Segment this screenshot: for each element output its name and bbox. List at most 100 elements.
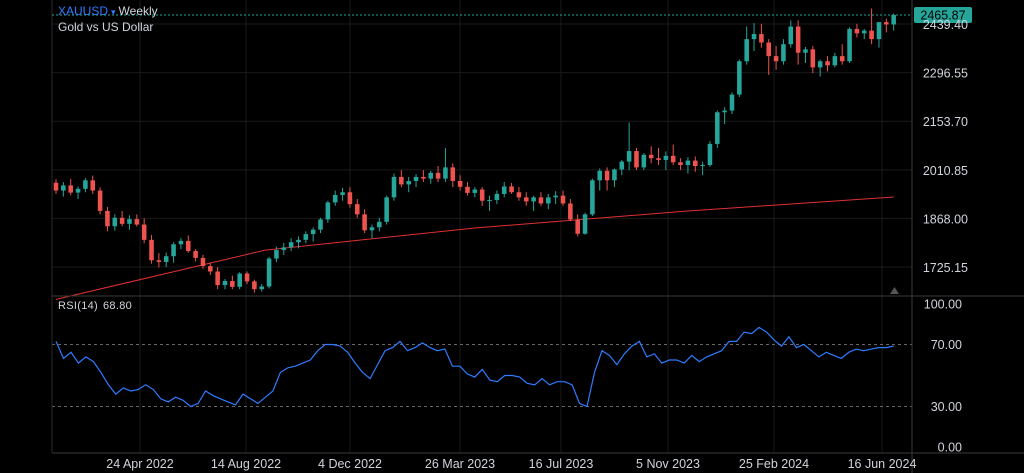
candle-body xyxy=(553,195,558,198)
price-tick-label: 2439.40 xyxy=(923,18,968,32)
candle-body xyxy=(119,217,125,224)
candle-body xyxy=(759,34,764,43)
candle-body xyxy=(61,185,66,191)
candle-body xyxy=(200,257,206,267)
candle-body xyxy=(68,185,73,193)
candle-body xyxy=(171,244,176,257)
price-tick-label: 1868.00 xyxy=(923,212,968,226)
candle-body xyxy=(325,202,331,220)
grid-lines xyxy=(52,0,912,453)
candle-body xyxy=(641,154,647,168)
candle-body xyxy=(891,14,896,25)
candle-body xyxy=(296,239,301,243)
candle-body xyxy=(457,181,463,187)
candle-body xyxy=(516,192,522,198)
candle-body xyxy=(501,186,507,194)
candle-body xyxy=(847,28,852,62)
candle-body xyxy=(332,194,338,203)
candle-body xyxy=(575,219,580,234)
symbol-header[interactable]: XAUUSD ▾ Weekly xyxy=(58,4,158,19)
candle-body xyxy=(766,42,772,57)
symbol-name[interactable]: XAUUSD xyxy=(58,4,109,18)
candle-body xyxy=(619,161,625,170)
rsi-line-path xyxy=(55,326,894,408)
candle-body xyxy=(141,224,147,240)
candle-body xyxy=(648,154,654,159)
candle-body xyxy=(377,221,382,228)
triangle-icon xyxy=(890,287,899,294)
candle-body xyxy=(670,155,676,163)
candle-body xyxy=(803,49,808,53)
candle-body xyxy=(428,172,434,179)
candle-body xyxy=(854,28,860,34)
candle-body xyxy=(435,172,441,179)
candle-body xyxy=(83,180,88,189)
candle-body xyxy=(252,281,257,290)
candle-body xyxy=(568,203,573,220)
candle-body xyxy=(465,186,470,193)
candle-body xyxy=(634,151,639,168)
candle-body xyxy=(884,22,889,25)
ma-line xyxy=(55,196,894,300)
candle-body xyxy=(185,240,191,252)
rsi-tick-label: 100.00 xyxy=(924,298,962,312)
candle-body xyxy=(810,49,816,68)
candle-body xyxy=(707,143,713,166)
rsi-value: 68.80 xyxy=(103,300,133,312)
candle-body xyxy=(391,176,397,198)
candle-body xyxy=(97,190,103,211)
candle-body xyxy=(685,160,691,166)
current-price-badge xyxy=(914,6,972,23)
candle-body xyxy=(729,94,735,111)
candle-body xyxy=(303,234,309,240)
candle-body xyxy=(523,197,529,202)
candle-body xyxy=(494,193,500,201)
candle-body xyxy=(259,286,265,290)
candle-body xyxy=(479,189,485,201)
candle-body xyxy=(384,197,389,222)
candle-body xyxy=(472,189,478,193)
candle-body xyxy=(773,56,779,62)
candle-body xyxy=(560,195,566,204)
candle-body xyxy=(597,170,603,181)
time-tick-label: 24 Apr 2022 xyxy=(106,457,173,471)
candle-body xyxy=(406,181,411,185)
candle-body xyxy=(876,22,882,40)
candle-body xyxy=(215,271,220,286)
candle-body xyxy=(362,214,367,231)
candle-body xyxy=(163,256,169,262)
timeframe-label[interactable]: Weekly xyxy=(118,4,158,18)
candle-body xyxy=(700,165,705,167)
candle-body xyxy=(413,176,419,182)
candle-body xyxy=(222,281,228,286)
candle-body xyxy=(744,39,749,62)
time-tick-label: 14 Aug 2022 xyxy=(211,457,281,471)
candle-body xyxy=(538,197,544,204)
time-tick-label: 4 Dec 2022 xyxy=(318,457,382,471)
candle-body xyxy=(678,162,683,166)
symbol-description: Gold vs US Dollar xyxy=(58,20,154,34)
candle-body xyxy=(590,180,595,215)
candle-body xyxy=(266,258,272,287)
candle-body xyxy=(421,176,426,179)
rsi-name: RSI(14) xyxy=(58,300,98,312)
price-tick-label: 2010.85 xyxy=(923,164,968,178)
chevron-down-icon[interactable]: ▾ xyxy=(111,7,116,17)
candle-body xyxy=(722,110,727,113)
candle-body xyxy=(450,167,456,182)
candle-body xyxy=(244,273,250,282)
candle-body xyxy=(531,197,536,202)
candle-body xyxy=(487,200,492,202)
candle-body xyxy=(663,155,669,160)
candle-body xyxy=(612,169,617,181)
candle-body xyxy=(178,240,184,245)
candle-body xyxy=(751,34,757,40)
candle-body xyxy=(127,219,132,224)
candle-body xyxy=(781,44,786,62)
price-tick-label: 2153.70 xyxy=(923,115,968,129)
candle-body xyxy=(825,61,830,66)
candle-body xyxy=(399,176,404,185)
time-tick-label: 16 Jul 2023 xyxy=(529,457,594,471)
